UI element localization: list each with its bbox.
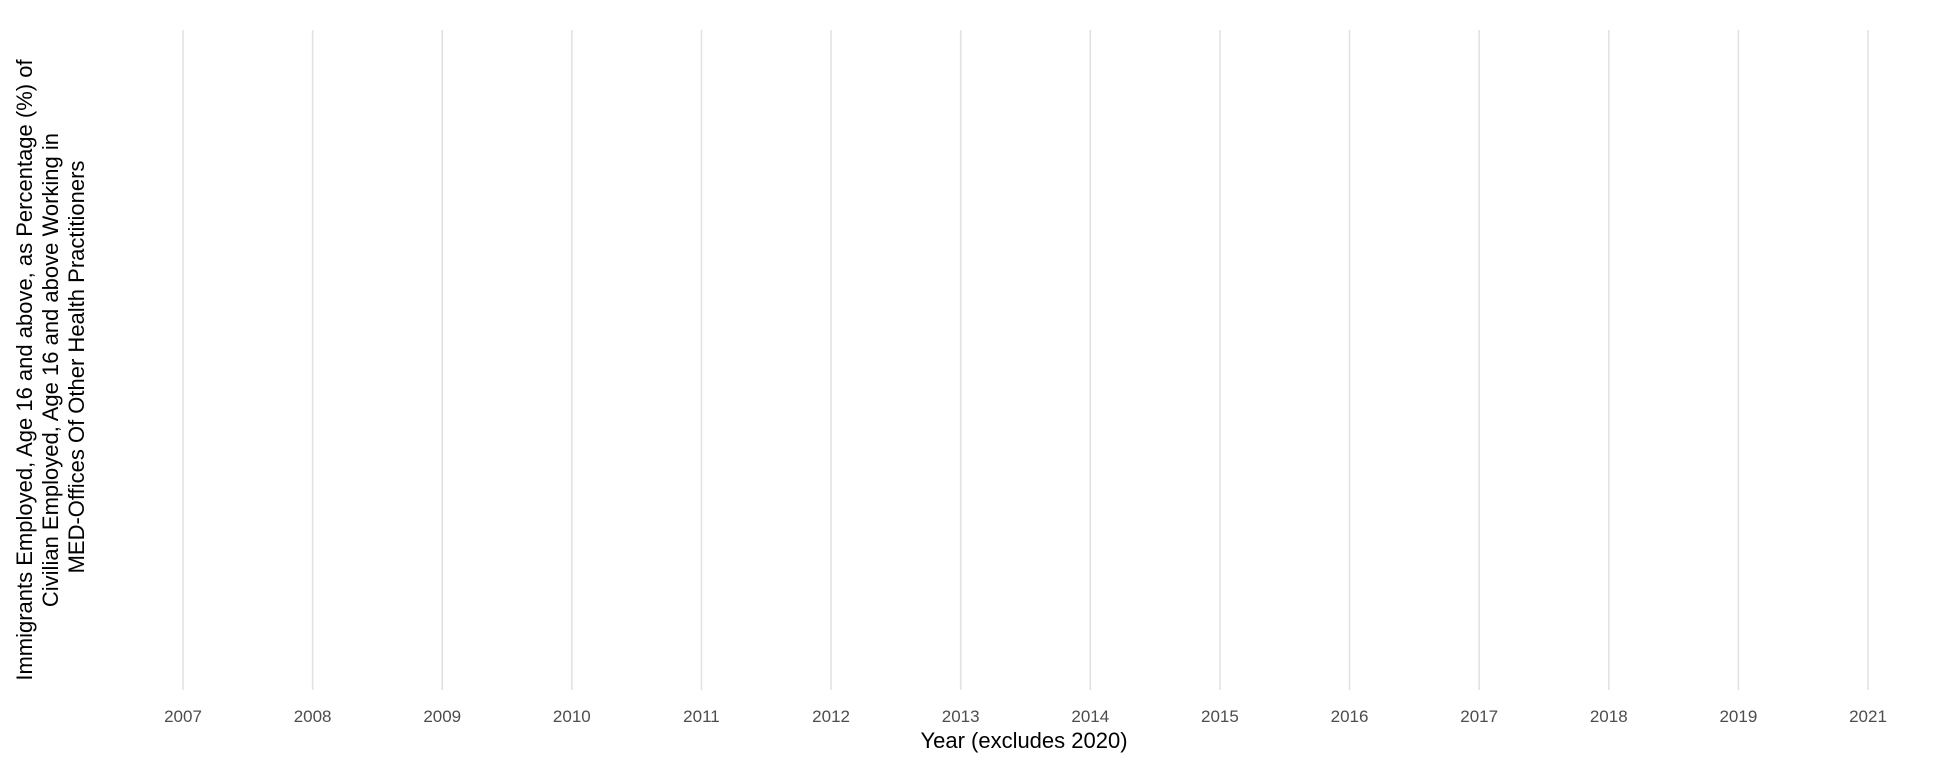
x-tick-label: 2011 [683, 707, 720, 726]
x-tick-label: 2019 [1719, 707, 1757, 726]
y-axis-title: Immigrants Employed, Age 16 and above, a… [12, 53, 89, 680]
gridlines [182, 30, 1869, 690]
x-tick-label: 2016 [1331, 707, 1369, 726]
x-tick-label: 2021 [1849, 707, 1887, 726]
x-tick-label: 2012 [812, 707, 850, 726]
x-tick-labels: 2007 2008 2009 2010 2011 2012 2013 2014 2015 2016… [164, 707, 1887, 726]
x-tick-label: 2007 [164, 707, 202, 726]
x-tick-label: 2015 [1201, 707, 1239, 726]
x-tick-label: 2017 [1460, 707, 1498, 726]
x-tick-label: 2008 [294, 707, 332, 726]
y-axis-title-line-3: MED-Offices Of Other Health Practitioner… [64, 161, 89, 574]
x-axis-title: Year (excludes 2020) [920, 728, 1127, 753]
x-tick-label: 2010 [553, 707, 591, 726]
x-tick-label: 2013 [942, 707, 980, 726]
y-axis-title-line-2: Civilian Employed, Age 16 and above Work… [38, 133, 63, 607]
x-tick-label: 2009 [423, 707, 461, 726]
y-axis-title-line-1: Immigrants Employed, Age 16 and above, a… [12, 59, 37, 681]
x-tick-label: 2014 [1071, 707, 1109, 726]
x-tick-label: 2018 [1590, 707, 1628, 726]
